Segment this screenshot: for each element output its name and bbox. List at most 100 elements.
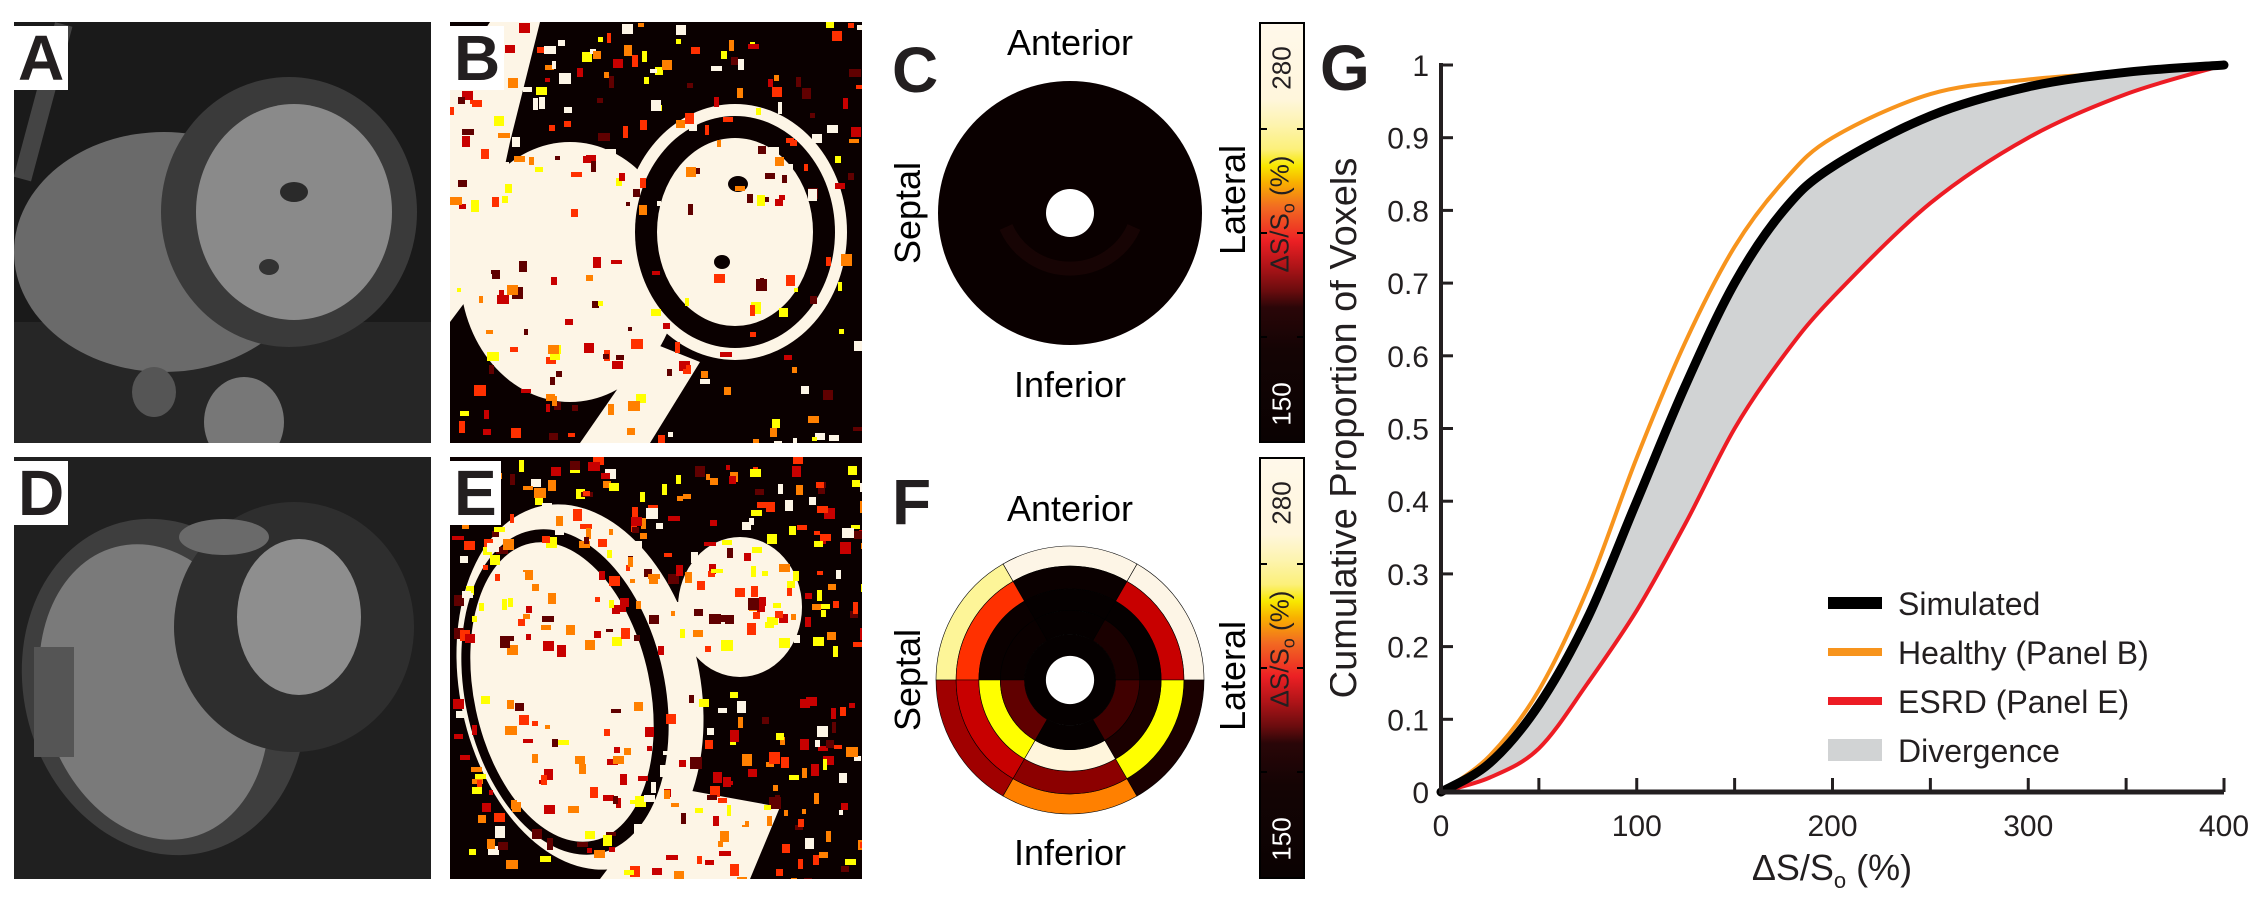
map-speckle [534, 488, 546, 498]
map-speckle [546, 394, 555, 401]
map-speckle [583, 156, 587, 163]
map-speckle [689, 124, 697, 131]
panel-letter-a: A [14, 26, 69, 90]
map-speckle [706, 474, 710, 480]
map-speckle [592, 363, 601, 369]
map-speckle [644, 77, 649, 84]
map-speckle [611, 260, 622, 264]
map-speckle [697, 581, 705, 590]
y-tick-label: 0.8 [1387, 195, 1429, 228]
map-speckle [508, 598, 513, 607]
map-speckle [623, 126, 628, 138]
map-speckle [598, 37, 603, 42]
map-speckle [616, 798, 621, 808]
map-speckle [840, 542, 851, 554]
map-speckle [834, 745, 842, 749]
map-speckle [753, 612, 760, 619]
map-speckle [650, 69, 657, 73]
map-speckle [805, 838, 814, 849]
map-speckle [851, 525, 860, 529]
map-speckle [568, 806, 579, 813]
map-speckle [524, 329, 528, 335]
panel-letter-c: C [892, 34, 939, 106]
map-speckle [704, 542, 716, 546]
map-speckle [775, 795, 780, 807]
map-speckle [576, 489, 585, 499]
map-speckle [648, 574, 660, 579]
y-tick-label: 0.1 [1387, 704, 1429, 737]
map-speckle [503, 539, 514, 550]
map-speckle [532, 754, 538, 763]
map-speckle [456, 711, 464, 718]
map-speckle [752, 547, 762, 553]
map-speckle [688, 822, 695, 829]
y-axis-label: Cumulative Proportion of Voxels [1330, 158, 1365, 699]
map-speckle [471, 200, 479, 212]
map-speckle [765, 622, 774, 628]
map-speckle [458, 97, 465, 104]
map-speckle [802, 88, 811, 99]
y-tick-label: 1 [1412, 50, 1429, 83]
map-speckle [548, 480, 556, 491]
map-speckle [804, 164, 808, 171]
map-speckle [624, 748, 631, 755]
bullseye-c-segment [999, 224, 1141, 276]
map-speckle [701, 371, 708, 378]
map-speckle [784, 810, 788, 816]
map-speckle [856, 85, 862, 89]
map-speckle [676, 39, 681, 44]
map-speckle [776, 733, 784, 740]
map-speckle [578, 146, 584, 151]
map-speckle [704, 814, 715, 824]
map-speckle [729, 40, 734, 51]
map-speckle [481, 274, 492, 279]
map-speckle [854, 756, 861, 761]
map-speckle [638, 776, 648, 781]
map-speckle [546, 192, 554, 197]
map-speckle [656, 523, 663, 529]
map-speckle [810, 113, 815, 118]
map-speckle [536, 87, 547, 95]
map-speckle [510, 514, 514, 523]
map-speckle [714, 274, 725, 283]
map-speckle [556, 516, 563, 526]
map-speckle [782, 844, 790, 853]
map-speckle [593, 257, 601, 268]
map-speckle [465, 634, 475, 643]
map-speckle [450, 107, 454, 115]
map-speckle [751, 302, 761, 314]
map-speckle [505, 726, 517, 735]
map-speckle [614, 747, 620, 753]
map-speckle [718, 615, 728, 622]
map-speckle [826, 257, 831, 266]
map-speckle [710, 786, 720, 797]
map-speckle [786, 275, 795, 286]
map-speckle [694, 840, 699, 848]
map-speckle [738, 59, 744, 70]
map-speckle [474, 385, 486, 396]
legend-label: ESRD (Panel E) [1898, 684, 2129, 720]
map-speckle [787, 581, 795, 588]
map-speckle [735, 186, 745, 191]
map-speckle [774, 75, 779, 81]
map-speckle [727, 559, 738, 568]
map-speckle [674, 871, 684, 879]
map-speckle [823, 759, 827, 770]
map-speckle [603, 481, 611, 488]
map-speckle [628, 401, 640, 411]
map-speckle [846, 747, 858, 757]
map-speckle [489, 365, 494, 374]
map-speckle [521, 389, 531, 393]
map-speckle [670, 602, 680, 608]
map-speckle [668, 516, 680, 521]
map-speckle [730, 159, 738, 165]
map-speckle [791, 878, 797, 879]
map-speckle [769, 752, 780, 764]
map-speckle [603, 835, 612, 846]
map-speckle [632, 527, 639, 533]
map-speckle [607, 33, 611, 43]
map-speckle [667, 369, 672, 376]
map-speckle [552, 61, 556, 69]
map-speckle [779, 195, 785, 200]
map-speckle [652, 360, 660, 368]
